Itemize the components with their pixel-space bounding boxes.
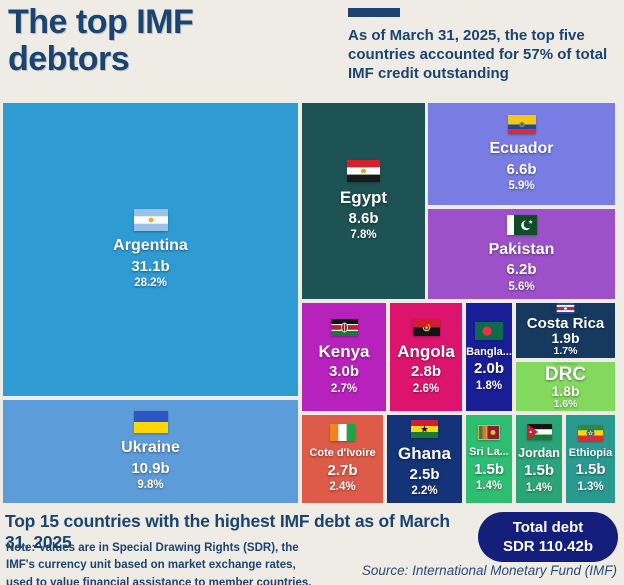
country-name: Ecuador <box>489 140 554 158</box>
treemap-tile-ghana: Ghana 2.5b 2.2% <box>387 415 462 503</box>
country-name: Ethiopia <box>568 446 613 459</box>
chart-subtitle: Top 15 countries with the highest IMF de… <box>5 511 450 552</box>
treemap-tile-drc: DRC 1.8b 1.6% <box>516 362 615 411</box>
treemap-tile-kenya: Kenya 3.0b 2.7% <box>302 303 386 411</box>
country-pct: 5.6% <box>508 280 535 293</box>
country-value: 31.1b <box>131 257 170 275</box>
country-pct: 1.4% <box>525 481 553 494</box>
ethiopia-flag-icon <box>578 424 603 441</box>
bangladesh-flag-icon <box>475 321 503 340</box>
country-name: Kenya <box>318 341 370 361</box>
country-pct: 5.9% <box>508 180 535 193</box>
cote-divoire-flag-icon <box>330 424 355 442</box>
total-debt-value: SDR 110.42b <box>502 538 594 555</box>
angola-flag-icon <box>412 318 440 336</box>
country-name: Angola <box>397 341 455 361</box>
egypt-flag-icon <box>347 160 380 183</box>
country-name: Jordan <box>518 445 560 460</box>
country-value: 2.0b <box>473 360 504 378</box>
country-pct: 1.4% <box>475 480 503 493</box>
kenya-flag-icon <box>330 318 358 336</box>
country-name: DRC <box>544 364 587 386</box>
country-value: 10.9b <box>131 459 170 477</box>
costa-rica-flag-icon <box>556 303 575 315</box>
argentina-flag-icon <box>133 209 168 232</box>
treemap-tile-ethiopia: Ethiopia 1.5b 1.3% <box>566 415 615 503</box>
country-pct: 2.4% <box>329 481 356 494</box>
country-pct: 2.6% <box>412 382 440 395</box>
ukraine-flag-icon <box>133 411 168 434</box>
country-name: Pakistan <box>488 240 555 258</box>
note-line-3: used to value financial assistance to me… <box>6 576 312 585</box>
country-pct: 28.2% <box>134 277 167 290</box>
country-value: 6.2b <box>506 261 537 279</box>
country-pct: 2.2% <box>411 485 438 498</box>
treemap-tile-angola: Angola 2.8b 2.6% <box>390 303 462 411</box>
country-pct: 1.3% <box>577 480 604 493</box>
source-attribution: Source: International Monetary Fund (IMF… <box>361 563 617 578</box>
page-title: The top IMF debtors <box>8 3 194 79</box>
ecuador-flag-icon <box>507 115 536 135</box>
total-debt-label: Total debt <box>512 518 584 536</box>
country-value: 8.6b <box>348 209 379 227</box>
pakistan-flag-icon <box>506 214 537 235</box>
jordan-flag-icon <box>526 423 552 440</box>
treemap-tile-costa-rica: Costa Rica 1.9b 1.7% <box>516 303 615 358</box>
note-line-1: Note: Values are in Special Drawing Righ… <box>6 542 299 554</box>
country-pct: 9.8% <box>137 479 164 492</box>
treemap-tile-ecuador: Ecuador 6.6b 5.9% <box>428 103 615 205</box>
country-name: Sri La... <box>469 446 509 459</box>
drc-flag-icon <box>564 362 567 364</box>
treemap-tile-ukraine: Ukraine 10.9b 9.8% <box>3 400 298 503</box>
country-name: Ukraine <box>121 439 180 457</box>
country-value: 2.7b <box>327 461 358 479</box>
country-name: Cote d'Ivoire <box>309 447 376 460</box>
country-value: 6.6b <box>506 160 537 178</box>
country-value: 1.9b <box>551 330 580 347</box>
treemap-tile-egypt: Egypt 8.6b 7.8% <box>302 103 425 299</box>
note-text: Note: Values are in Special Drawing Righ… <box>6 540 346 585</box>
treemap-tile-cote-divoire: Cote d'Ivoire 2.7b 2.4% <box>302 415 383 503</box>
country-value: 3.0b <box>328 363 359 381</box>
treemap-tile-pakistan: Pakistan 6.2b 5.6% <box>428 209 615 299</box>
country-value: 1.5b <box>473 460 504 478</box>
country-pct: 1.6% <box>553 398 578 411</box>
treemap-tile-jordan: Jordan 1.5b 1.4% <box>516 415 562 503</box>
treemap-tile-argentina: Argentina 31.1b 28.2% <box>3 103 298 396</box>
country-pct: 1.7% <box>553 345 578 358</box>
country-name: Argentina <box>113 237 188 255</box>
country-pct: 2.7% <box>330 382 358 395</box>
callout-block: As of March 31, 2025, the top five count… <box>348 8 614 83</box>
country-value: 1.8b <box>551 383 580 400</box>
total-debt-badge: Total debt SDR 110.42b <box>478 512 618 562</box>
country-pct: 1.8% <box>475 379 503 392</box>
callout-text: As of March 31, 2025, the top five count… <box>348 27 608 83</box>
note-line-2: IMF's currency unit based on market exch… <box>6 559 296 572</box>
country-value: 1.5b <box>575 461 606 479</box>
country-pct: 7.8% <box>350 229 377 242</box>
ghana-flag-icon <box>411 420 438 439</box>
country-value: 2.5b <box>409 465 440 483</box>
sri-lanka-flag-icon <box>478 425 500 441</box>
treemap-chart: Argentina 31.1b 28.2% Ukraine 10.9b 9.8%… <box>3 103 615 503</box>
country-name: Costa Rica <box>526 315 605 333</box>
country-name: Ghana <box>398 444 451 464</box>
country-name: Egypt <box>339 188 388 208</box>
treemap-tile-bangladesh: Bangla... 2.0b 1.8% <box>466 303 512 411</box>
country-name: Bangla... <box>466 345 512 358</box>
country-value: 2.8b <box>410 363 441 381</box>
treemap-tile-sri-lanka: Sri La... 1.5b 1.4% <box>466 415 512 503</box>
country-value: 1.5b <box>523 462 554 480</box>
callout-accent-bar <box>348 8 400 17</box>
